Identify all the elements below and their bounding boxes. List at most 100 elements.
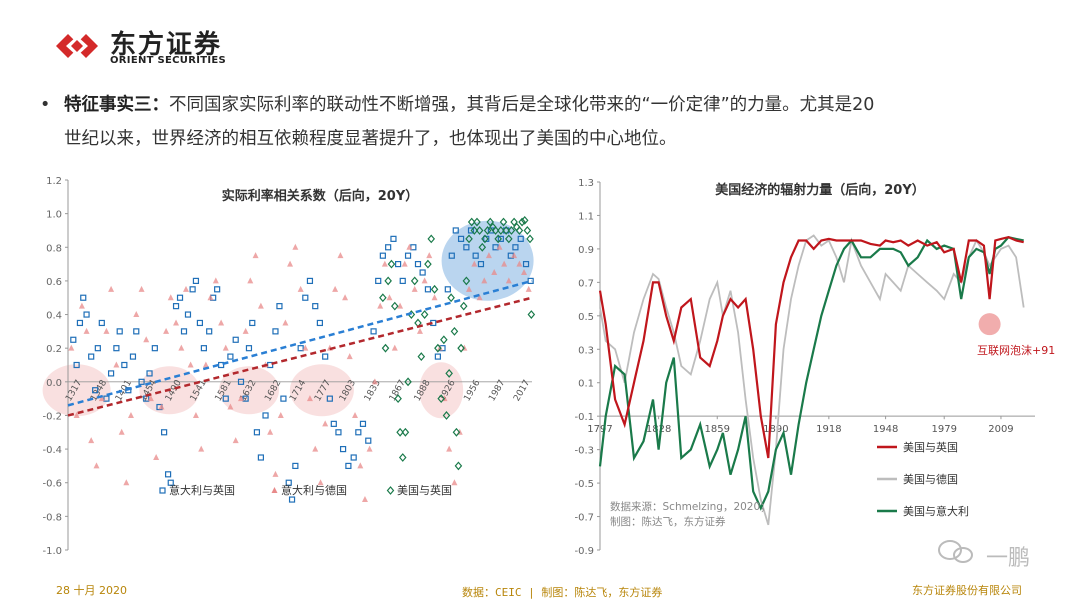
scatter-point-italy-uk <box>73 361 80 369</box>
scatter-point-italy-de <box>153 454 160 460</box>
scatter-point-italy-de <box>73 411 80 418</box>
highlight-ellipse <box>42 364 111 417</box>
right-y-tick-label: -0.9 <box>574 546 594 555</box>
left-y-tick-label: -0.2 <box>42 411 62 422</box>
scatter-point-italy-de <box>267 428 274 435</box>
watermark-text: 一鹏 <box>986 546 1031 571</box>
right-x-tick-label: 1979 <box>931 424 956 435</box>
scatter-point-italy-de <box>93 462 100 469</box>
scatter-point-us-uk <box>473 217 481 227</box>
scatter-point-italy-de <box>317 479 324 486</box>
scatter-point-italy-de <box>371 378 378 385</box>
scatter-point-italy-de <box>68 344 75 351</box>
scatter-point-italy-uk <box>326 395 333 402</box>
scatter-point-italy-de <box>501 260 508 267</box>
scatter-point-italy-de <box>322 420 329 427</box>
scatter-point-italy-uk <box>103 395 110 402</box>
scatter-point-italy-uk <box>297 345 304 352</box>
scatter-point-italy-de <box>297 285 304 292</box>
scatter-point-italy-de <box>361 496 368 503</box>
scatter-point-italy-de <box>366 445 373 452</box>
scatter-point-italy-uk <box>306 277 314 285</box>
key-fact-text-2: 世纪以来，世界经济的相互依赖程度显著提升了，也体现出了美国的中心地位。 <box>64 129 677 149</box>
right-x-tick-label: 2009 <box>988 424 1013 435</box>
scatter-point-italy-uk <box>322 353 329 360</box>
scatter-point-italy-uk <box>424 286 432 293</box>
left-y-tick-label: 0.2 <box>46 344 62 355</box>
scatter-point-italy-uk <box>452 227 459 234</box>
scatter-point-us-uk <box>465 234 473 244</box>
right-y-tick-label: -0.1 <box>574 412 594 423</box>
scatter-point-us-uk <box>417 352 426 362</box>
scatter-point-italy-de <box>232 437 239 444</box>
scatter-point-us-uk <box>379 293 387 303</box>
scatter-point-italy-de <box>277 411 284 418</box>
scatter-point-italy-uk <box>385 244 392 251</box>
scatter-point-italy-uk <box>76 319 84 327</box>
scatter-point-us-uk <box>434 343 442 353</box>
scatter-point-us-uk <box>527 310 536 319</box>
right-y-tick-label: -0.7 <box>574 513 594 524</box>
scatter-point-italy-uk <box>339 445 347 453</box>
scatter-point-italy-uk <box>113 345 120 352</box>
scatter-point-italy-uk <box>280 395 287 402</box>
scatter-point-italy-uk <box>94 345 101 352</box>
scatter-point-italy-de <box>98 395 105 402</box>
right-x-tick-label: 1918 <box>816 424 841 435</box>
legend-label: 美国与英国 <box>397 483 452 497</box>
scatter-point-italy-de <box>312 445 319 452</box>
scatter-point-us-uk <box>445 368 453 378</box>
scatter-point-italy-de <box>118 428 125 435</box>
company-logo: 东方证券 ORIENT SECURITIES <box>52 24 252 68</box>
scatter-point-italy-de <box>218 319 225 326</box>
left-y-tick-label: -0.6 <box>42 479 62 490</box>
scatter-point-italy-de <box>357 462 364 469</box>
scatter-point-italy-uk <box>88 353 95 360</box>
scatter-point-us-uk <box>497 226 505 235</box>
right-y-tick-label: -0.5 <box>574 479 594 490</box>
scatter-point-us-uk <box>505 234 513 244</box>
scatter-point-italy-de <box>406 243 413 250</box>
scatter-point-us-uk <box>394 394 402 404</box>
scatter-point-italy-de <box>332 285 339 292</box>
scatter-point-italy-de <box>238 395 245 402</box>
scatter-point-italy-uk <box>448 252 455 259</box>
scatter-point-us-uk <box>481 234 489 244</box>
scatter-point-us-uk <box>478 242 487 252</box>
scatter-point-italy-de <box>143 336 150 343</box>
scatter-point-italy-de <box>163 327 170 334</box>
scatter-point-us-uk <box>486 217 495 227</box>
scatter-point-italy-de <box>173 319 180 326</box>
scatter-point-us-uk <box>475 226 484 235</box>
legend-label: 美国与英国 <box>903 440 958 454</box>
scatter-point-italy-de <box>158 403 165 410</box>
scatter-point-us-uk <box>452 427 461 437</box>
scatter-point-italy-de <box>342 294 349 301</box>
legend-marker-italy-uk <box>159 487 166 494</box>
scatter-point-italy-uk <box>214 286 221 293</box>
scatter-point-italy-uk <box>184 311 192 318</box>
right-y-tick-label: 1.1 <box>578 211 594 222</box>
scatter-point-italy-de <box>257 302 264 309</box>
scatter-point-italy-uk <box>146 370 153 377</box>
left-y-tick-label: -1.0 <box>42 546 62 555</box>
scatter-point-italy-uk <box>355 429 362 436</box>
scatter-point-us-uk <box>440 335 448 345</box>
scatter-point-italy-uk <box>133 328 140 335</box>
scatter-point-italy-de <box>352 411 359 418</box>
scatter-point-us-uk <box>424 259 432 269</box>
scatter-point-italy-uk <box>253 429 261 436</box>
scatter-point-italy-uk <box>245 345 253 352</box>
right-y-tick-label: 0.5 <box>578 312 594 323</box>
scatter-point-italy-uk <box>192 277 200 285</box>
scatter-point-italy-de <box>446 445 453 452</box>
logo-mark-icon <box>56 34 98 58</box>
scatter-point-italy-uk <box>375 277 382 285</box>
scatter-point-italy-de <box>88 437 95 444</box>
data-source-note: 数据来源：Schmelzing，2020； <box>610 500 771 513</box>
scatter-point-italy-de <box>202 361 209 368</box>
scatter-point-italy-uk <box>517 235 524 242</box>
scatter-point-us-uk <box>526 234 534 244</box>
left-chart-title: 实际利率相关系数（后向，20Y） <box>222 188 419 204</box>
scatter-point-italy-uk <box>98 319 105 327</box>
